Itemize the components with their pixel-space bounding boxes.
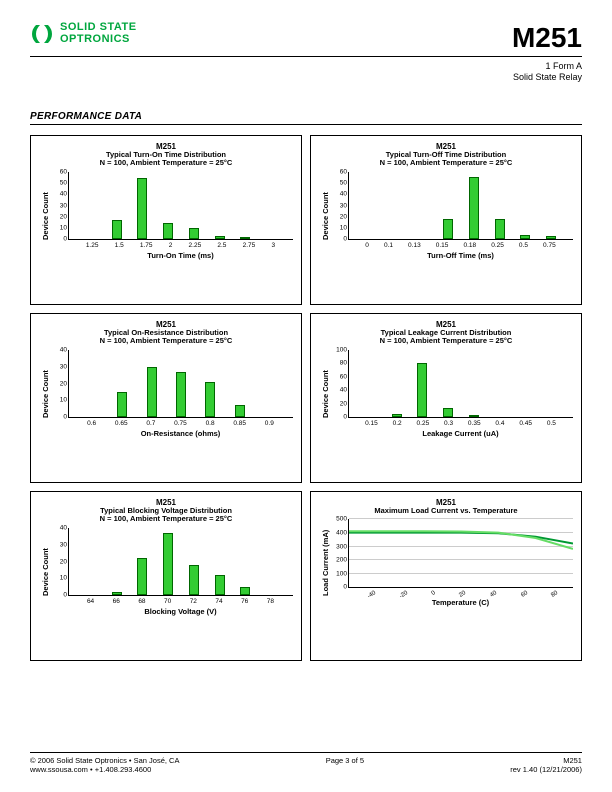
subtitle: 1 Form A Solid State Relay <box>30 61 582 83</box>
page-footer: © 2006 Solid State Optronics • San José,… <box>30 752 582 774</box>
plot-axes: 010203040 <box>68 350 293 418</box>
xlabel: Turn-On Time (ms) <box>68 251 293 260</box>
plot-axes: 0100200300400500 <box>348 519 573 588</box>
plot-axes: 010203040 <box>68 528 293 596</box>
chart-0: M251Typical Turn-On Time DistributionN =… <box>30 135 302 305</box>
header-rule <box>30 56 582 57</box>
xlabel: Blocking Voltage (V) <box>68 607 293 616</box>
xlabel: Turn-Off Time (ms) <box>348 251 573 260</box>
company-name-2: OPTRONICS <box>60 34 137 46</box>
charts-grid: M251Typical Turn-On Time DistributionN =… <box>30 135 582 661</box>
footer-center: Page 3 of 5 <box>326 756 364 774</box>
chart-4: M251Typical Blocking Voltage Distributio… <box>30 491 302 661</box>
logo-icon <box>30 23 54 45</box>
company-name-1: SOLID STATE <box>60 22 137 34</box>
chart-title-block: M251Typical Turn-Off Time DistributionN … <box>319 142 573 168</box>
xlabel: On-Resistance (ohms) <box>68 429 293 438</box>
footer-left-2: www.ssousa.com • +1.408.293.4600 <box>30 765 179 774</box>
plot-axes: 0102030405060 <box>348 172 573 240</box>
chart-title-block: M251Typical Blocking Voltage Distributio… <box>39 498 293 524</box>
xlabel: Temperature (C) <box>348 598 573 607</box>
chart-5: M251Maximum Load Current vs. Temperature… <box>310 491 582 661</box>
company-logo: SOLID STATE OPTRONICS <box>30 22 137 45</box>
footer-left-1: © 2006 Solid State Optronics • San José,… <box>30 756 179 765</box>
chart-3: M251Typical Leakage Current Distribution… <box>310 313 582 483</box>
plot-axes: 0102030405060 <box>68 172 293 240</box>
plot-axes: 020406080100 <box>348 350 573 418</box>
chart-title-block: M251Maximum Load Current vs. Temperature <box>319 498 573 516</box>
subtitle-1: 1 Form A <box>30 61 582 72</box>
xlabel: Leakage Current (uA) <box>348 429 573 438</box>
chart-title-block: M251Typical Leakage Current Distribution… <box>319 320 573 346</box>
section-title: PERFORMANCE DATA <box>30 111 582 122</box>
chart-1: M251Typical Turn-Off Time DistributionN … <box>310 135 582 305</box>
footer-right-2: rev 1.40 (12/21/2006) <box>510 765 582 774</box>
page-header: SOLID STATE OPTRONICS M251 <box>30 22 582 54</box>
part-number: M251 <box>512 22 582 54</box>
footer-rule <box>30 752 582 753</box>
footer-right-1: M251 <box>510 756 582 765</box>
chart-title-block: M251Typical On-Resistance DistributionN … <box>39 320 293 346</box>
chart-2: M251Typical On-Resistance DistributionN … <box>30 313 302 483</box>
section-rule <box>30 124 582 125</box>
chart-title-block: M251Typical Turn-On Time DistributionN =… <box>39 142 293 168</box>
subtitle-2: Solid State Relay <box>30 72 582 83</box>
